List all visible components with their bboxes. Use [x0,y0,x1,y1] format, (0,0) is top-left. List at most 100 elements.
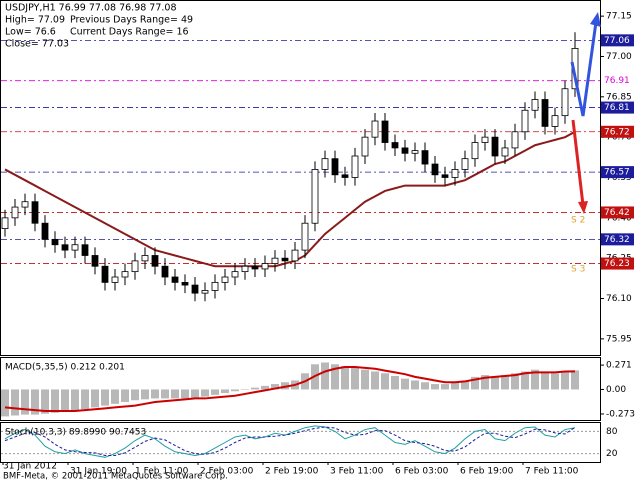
macd-bar [261,385,269,390]
candle-body [231,271,239,278]
y-tick-label: 0.271 [606,361,632,371]
macd-bar [331,364,339,390]
candle-body [111,276,119,283]
candle-body [61,244,69,251]
x-tick-label: 6 Feb 03:00 [395,467,449,477]
macd-bar [131,389,139,401]
level-label: 76.32 [604,235,630,245]
y-tick-label: 80 [606,427,618,437]
macd-bar [191,389,199,398]
candle-body [11,206,19,219]
x-tick-label: 2 Feb 03:00 [200,467,254,477]
x-tick-label: 2 Feb 19:00 [265,467,319,477]
candle-body [241,265,249,273]
macd-bar [171,389,179,399]
macd-bar [51,389,59,413]
level-tag [601,125,634,138]
candle-body [71,244,79,251]
macd-bar [91,389,99,408]
macd-bar [491,376,499,390]
level-label: 76.81 [604,103,630,113]
candle-body [171,276,179,283]
macd-bar [141,389,149,400]
level-tag [601,257,634,270]
y-tick-label: 76.10 [606,294,632,304]
candle-body [451,169,459,178]
y-tick-label: -0.273 [606,409,635,419]
macd-bar [371,371,379,390]
prev-range-info: Previous Days Range= 49 [70,15,193,26]
macd-bar [381,373,389,390]
macd-bar [71,389,79,412]
macd-bar [21,389,29,415]
stoch-label: Stoch(10,3,3) 89.8990 90.7453 [5,428,146,438]
candle-body [491,136,499,157]
candle-body [461,158,469,170]
candle-body [371,120,379,138]
candle-body [131,260,139,273]
candle-body [431,163,439,176]
candle-body [501,147,509,157]
x-tick-label: 31 Jan 2012 [3,462,57,472]
candle-body [351,155,359,178]
macd-bar [571,370,579,390]
cur-range-info: Current Days Range= 16 [70,27,189,38]
stoch-panel [0,422,601,463]
candle-body [311,169,319,224]
candle-body [301,222,309,251]
macd-bar [471,376,479,390]
x-tick-label: 1 Feb 11:00 [135,467,189,477]
y-tick-label: 76.85 [606,92,632,102]
down-arrow [571,119,585,206]
candle-body [251,265,259,270]
level-label: 77.06 [604,36,630,46]
macd-bar [561,371,569,390]
macd-bar [431,384,439,390]
level-tag [601,233,634,246]
candle-body [331,158,339,176]
macd-bar [101,389,109,406]
macd-bar [421,382,429,390]
candle-body [531,99,539,111]
candle-body [541,99,549,127]
macd-bar [481,375,489,390]
up-arrow [570,21,598,117]
candle-body [1,217,9,229]
candle-body [191,284,199,294]
candle-body [181,281,189,286]
macd-bar [271,384,279,390]
footer: BMF-Meta, © 2001-2011 MetaQuotes Softwar… [3,472,228,480]
macd-bar [201,389,209,397]
macd-bar [341,366,349,390]
macd-bar [361,369,369,390]
high-info: High= 77.09 [5,15,65,26]
macd-bar [221,389,229,394]
candle-body [421,150,429,165]
macd-signal [4,365,576,413]
macd-bar [391,375,399,390]
macd-bar [11,389,19,416]
stoch-main [4,425,576,458]
macd-bar [181,389,189,399]
candle-body [31,201,39,224]
level-tag [601,206,634,219]
candle-body [381,120,389,143]
y-tick-label: 77.15 [606,12,632,22]
x-tick-label: 3 Feb 11:00 [330,467,384,477]
candle-body [291,249,299,262]
candle-body [521,109,529,133]
macd-bar [241,389,249,390]
macd-bar [81,389,89,410]
low-info: Low= 76.6 [5,27,56,38]
y-tick-label: 20 [606,449,618,459]
macd-bar [211,389,219,395]
candle-body [91,255,99,267]
stoch-signal [4,426,576,456]
macd-bar [251,387,259,390]
down-arrow-head [578,201,588,214]
macd-bar [41,389,49,414]
candle-body [391,142,399,149]
macd-bar [541,371,549,390]
candle-body [341,174,349,178]
